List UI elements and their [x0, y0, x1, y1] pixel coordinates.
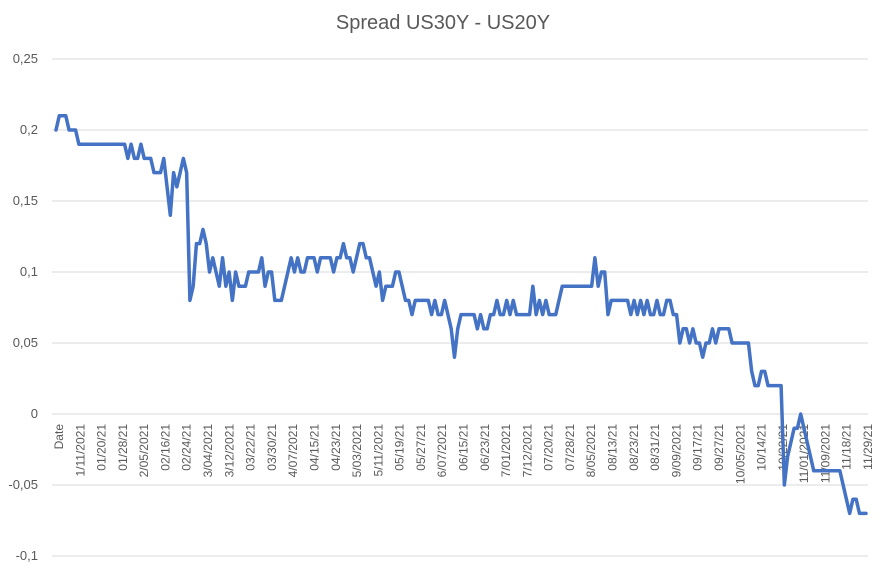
x-tick-label: 08/13/21: [606, 424, 620, 471]
y-tick-label: 0,05: [13, 335, 38, 350]
x-tick-label: 3/04/2021: [201, 424, 215, 478]
y-tick-label: 0,2: [20, 122, 38, 137]
y-tick-label: -0,1: [16, 548, 38, 563]
x-tick-label: 09/17/21: [691, 424, 705, 471]
x-tick-label: 06/15/21: [457, 424, 471, 471]
x-tick-label: 10/14/21: [755, 424, 769, 471]
x-tick-label: 04/15/21: [307, 424, 321, 471]
x-axis-tick-labels: Date 1/11/2021 01/20/21 01/28/21 2/05/2021 02…: [52, 424, 875, 484]
x-tick-label: 11/18/21: [840, 424, 854, 470]
y-tick-label: 0,25: [13, 51, 38, 66]
x-tick-label: 05/27/21: [414, 424, 428, 471]
x-tick-label: 08/31/21: [648, 424, 662, 471]
y-tick-label: 0,15: [13, 193, 38, 208]
x-tick-label: 9/09/2021: [669, 424, 683, 478]
x-tick-label: 07/28/21: [563, 424, 577, 471]
gridlines: [52, 58, 868, 557]
x-tick-label: 05/19/21: [393, 424, 407, 471]
x-tick-label: 09/27/21: [712, 424, 726, 471]
x-tick-label: 5/03/2021: [350, 424, 364, 478]
x-tick-label: 01/28/21: [116, 424, 130, 471]
x-tick-label: 01/20/21: [95, 424, 109, 471]
x-tick-label: 1/11/2021: [73, 424, 87, 477]
y-axis-tick-labels: 0,25 0,2 0,15 0,1 0,05 0 -0,05 -0,1: [8, 51, 38, 563]
x-tick-label: 6/07/2021: [435, 424, 449, 478]
x-tick-label: 11/29/21: [861, 424, 875, 470]
x-tick-label: 11/09/2021: [818, 424, 832, 483]
x-tick-label: 5/11/2021: [371, 424, 385, 477]
x-tick-label: 08/23/21: [627, 424, 641, 471]
y-tick-label: 0: [31, 406, 38, 421]
x-tick-label: 02/16/21: [158, 424, 172, 471]
x-tick-label: 2/05/2021: [137, 424, 151, 478]
x-tick-label: 06/23/21: [478, 424, 492, 471]
x-tick-label: 8/05/2021: [584, 424, 598, 478]
x-tick-label: Date: [52, 424, 66, 450]
x-tick-label: 7/01/2021: [499, 424, 513, 478]
chart-title: Spread US30Y - US20Y: [335, 12, 551, 34]
x-tick-label: 02/24/21: [180, 424, 194, 471]
x-tick-label: 03/30/21: [265, 424, 279, 471]
x-tick-label: 3/12/2021: [222, 424, 236, 478]
x-tick-label: 7/12/2021: [520, 424, 534, 478]
series-layer: [54, 114, 868, 516]
x-tick-label: 10/05/2021: [733, 424, 747, 484]
x-tick-label: 07/20/21: [542, 424, 556, 471]
x-tick-label: 04/23/21: [329, 424, 343, 471]
x-tick-label: 4/07/2021: [286, 424, 300, 478]
y-tick-label: 0,1: [20, 264, 38, 279]
y-tick-label: -0,05: [8, 477, 38, 492]
x-tick-label: 03/22/21: [244, 424, 258, 471]
